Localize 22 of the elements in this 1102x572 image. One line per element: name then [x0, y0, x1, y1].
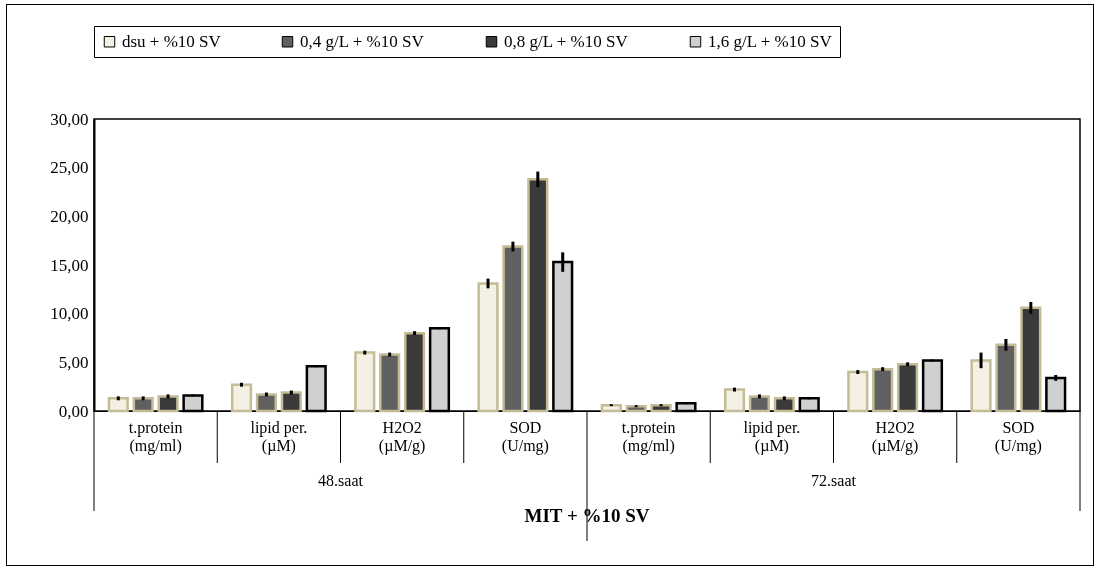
- y-tick-label: 30,00: [50, 109, 89, 129]
- x-tick-label: t.protein (mg/ml): [621, 418, 676, 455]
- x-tick-label: t.protein (mg/ml): [128, 418, 183, 455]
- y-tick-label: 5,00: [58, 352, 89, 372]
- text: 48.saat: [318, 472, 364, 489]
- y-tick-label: 10,00: [50, 304, 89, 324]
- legend-label: 1,6 g/L + %10 SV: [708, 31, 833, 51]
- y-tick-label: 15,00: [50, 255, 89, 275]
- x-tick-label: SOD (U/mg): [994, 418, 1042, 455]
- legend-label: dsu + %10 SV: [122, 31, 222, 51]
- x-tick-label: lipid per. (µM): [743, 418, 801, 455]
- x-tick-label: SOD (U/mg): [501, 418, 549, 455]
- legend-label: 0,4 g/L + %10 SV: [300, 31, 425, 51]
- legend-label: 0,8 g/L + %10 SV: [504, 31, 629, 51]
- y-tick-label: 0,00: [58, 401, 89, 421]
- y-tick-label: 25,00: [50, 158, 89, 178]
- x-tick-label: H2O2 (µM/g): [871, 418, 919, 455]
- y-tick-label: 20,00: [50, 206, 89, 226]
- x-tick-label: lipid per. (µM): [250, 418, 308, 455]
- text: 72.saat: [811, 472, 857, 489]
- x-axis-title: MIT + %10 SV: [524, 505, 650, 526]
- x-tick-label: H2O2 (µM/g): [378, 418, 426, 455]
